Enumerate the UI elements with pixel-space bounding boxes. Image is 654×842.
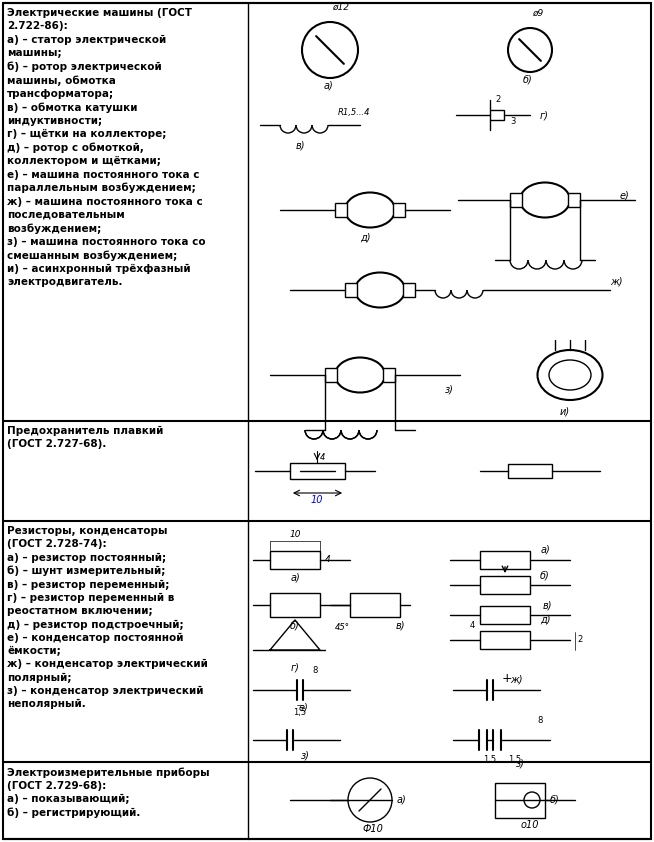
Text: 2: 2 <box>495 95 500 104</box>
Bar <box>480 606 530 624</box>
Bar <box>490 110 504 120</box>
Text: R1,5...4: R1,5...4 <box>338 108 371 116</box>
Text: б): б) <box>550 795 560 805</box>
Text: з): з) <box>515 758 525 768</box>
Bar <box>270 551 320 569</box>
Text: а): а) <box>323 81 333 91</box>
Text: ø9: ø9 <box>532 9 543 18</box>
Text: з): з) <box>445 385 454 395</box>
Text: а): а) <box>290 572 300 582</box>
Bar <box>480 551 530 569</box>
Bar <box>480 576 530 594</box>
Text: 8: 8 <box>312 666 317 675</box>
Bar <box>403 283 415 297</box>
Bar <box>350 593 400 617</box>
Text: +: + <box>502 672 513 685</box>
Text: о10: о10 <box>521 820 540 830</box>
Text: з): з) <box>301 750 309 760</box>
Text: е): е) <box>298 702 308 712</box>
Text: в): в) <box>542 600 552 610</box>
Bar <box>495 783 545 818</box>
Text: 4: 4 <box>470 621 475 630</box>
Text: 3: 3 <box>510 118 515 126</box>
Bar <box>393 203 405 217</box>
Text: 10: 10 <box>311 495 323 505</box>
Bar <box>568 193 580 207</box>
Text: 1,5: 1,5 <box>294 708 307 717</box>
Text: Предохранитель плавкий
(ГОСТ 2.727-68).: Предохранитель плавкий (ГОСТ 2.727-68). <box>7 426 163 450</box>
Bar <box>383 368 395 382</box>
Text: 8: 8 <box>538 716 543 725</box>
Text: ж): ж) <box>610 277 623 287</box>
Text: 4: 4 <box>320 454 326 462</box>
Text: г): г) <box>540 110 549 120</box>
Bar <box>345 283 357 297</box>
Text: а): а) <box>397 795 407 805</box>
Bar <box>480 631 530 649</box>
Text: б): б) <box>290 620 300 630</box>
Text: и): и) <box>560 407 570 417</box>
Text: д): д) <box>540 615 550 625</box>
Text: д): д) <box>360 232 370 242</box>
Text: ж): ж) <box>510 675 523 685</box>
Text: г): г) <box>290 662 300 672</box>
Text: 1,5: 1,5 <box>508 755 521 764</box>
Text: б): б) <box>523 75 533 85</box>
Text: Электрические машины (ГОСТ
2.722-86):
а) – статор электрической
машины;
б) – рот: Электрические машины (ГОСТ 2.722-86): а)… <box>7 8 205 287</box>
Text: Резисторы, конденсаторы
(ГОСТ 2.728-74):
а) – резистор постоянный;
б) – шунт изм: Резисторы, конденсаторы (ГОСТ 2.728-74):… <box>7 526 208 710</box>
Text: 10: 10 <box>289 530 301 539</box>
Text: Ф10: Ф10 <box>362 824 383 834</box>
Text: а): а) <box>540 545 550 555</box>
Text: 1,5: 1,5 <box>483 755 496 764</box>
Bar <box>335 203 347 217</box>
Text: б): б) <box>540 570 550 580</box>
Text: 4: 4 <box>325 556 331 564</box>
Bar <box>290 463 345 479</box>
Text: 2: 2 <box>577 636 582 644</box>
Bar <box>325 368 337 382</box>
Bar <box>508 464 552 478</box>
Bar <box>510 193 522 207</box>
Text: ø12: ø12 <box>332 3 349 12</box>
Text: Электроизмерительные приборы
(ГОСТ 2.729-68):
а) – показывающий;
б) – регистриру: Электроизмерительные приборы (ГОСТ 2.729… <box>7 767 210 818</box>
Text: в): в) <box>395 620 405 630</box>
Text: е): е) <box>620 190 630 200</box>
Text: в): в) <box>295 140 305 150</box>
Text: 45°: 45° <box>335 623 350 632</box>
Bar <box>270 593 320 617</box>
